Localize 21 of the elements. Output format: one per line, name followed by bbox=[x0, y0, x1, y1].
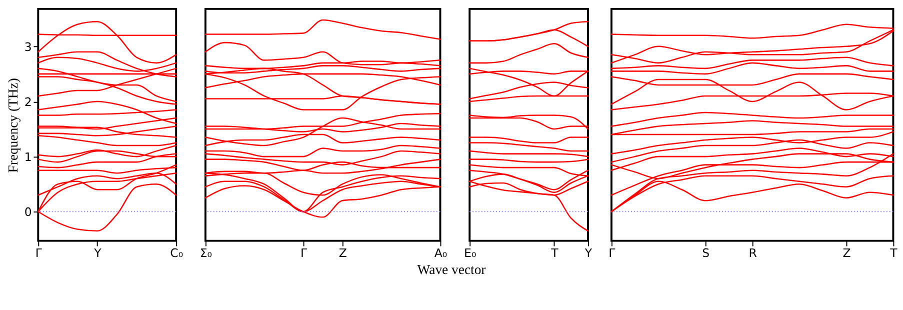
x-tick-label: R bbox=[748, 246, 757, 260]
y-tick-label: 2 bbox=[24, 94, 32, 109]
x-tick-label: Σ₀ bbox=[200, 246, 212, 260]
y-axis-title: Frequency (THz) bbox=[5, 78, 20, 173]
x-tick-label: E₀ bbox=[464, 246, 476, 260]
y-tick-label: 3 bbox=[24, 40, 32, 54]
y-tick-label: 0 bbox=[24, 205, 32, 220]
x-tick-label: Γ bbox=[35, 246, 42, 260]
x-tick-label: Γ bbox=[300, 246, 308, 260]
x-tick-label: Y bbox=[584, 246, 593, 260]
x-tick-label: S bbox=[702, 246, 710, 260]
x-axis-title: Wave vector bbox=[417, 262, 486, 278]
x-tick-label: Y bbox=[93, 246, 102, 260]
x-tick-label: Z bbox=[842, 246, 851, 260]
y-tick-label: 1 bbox=[24, 150, 32, 164]
x-tick-label: Γ bbox=[608, 246, 616, 260]
x-tick-label: T bbox=[550, 246, 560, 260]
x-tick-label: Z bbox=[338, 246, 347, 260]
x-tick-label: C₀ bbox=[170, 246, 184, 260]
x-tick-label: A₀ bbox=[434, 246, 448, 260]
x-tick-label: T bbox=[889, 246, 898, 260]
